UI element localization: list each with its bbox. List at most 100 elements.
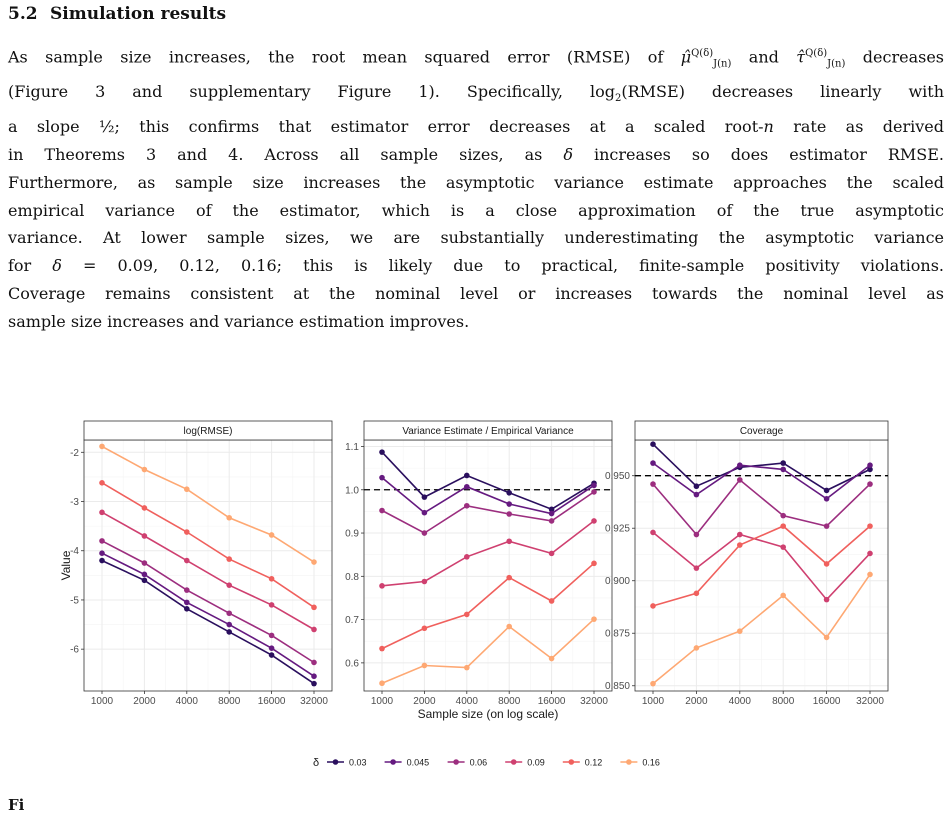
data-point xyxy=(379,449,385,455)
legend-label: 0.06 xyxy=(470,758,488,768)
data-point xyxy=(141,505,148,511)
data-point xyxy=(379,474,385,481)
series-line-0.03 xyxy=(381,451,595,511)
series-line-0.045 xyxy=(652,462,871,500)
para-line-10: sample size increases and variance estim… xyxy=(8,311,470,331)
data-point xyxy=(867,481,873,487)
text-span: (RMSE) decreases linearly with xyxy=(621,82,944,102)
legend-label: 0.12 xyxy=(585,758,603,768)
mu-hat-symbol: μ̂ xyxy=(680,47,692,67)
data-point xyxy=(867,550,873,557)
legend-label: 0.03 xyxy=(349,758,367,768)
data-point xyxy=(99,443,105,450)
x-tick-label: 1000 xyxy=(371,696,394,707)
x-tick-label: 8000 xyxy=(498,696,521,707)
data-point xyxy=(506,501,512,507)
series-line-0.06 xyxy=(381,491,595,534)
y-tick-label: 0.950 xyxy=(605,471,630,482)
data-point xyxy=(268,532,275,538)
y-tick-label: 0.925 xyxy=(605,524,630,535)
data-point xyxy=(268,602,275,608)
data-point xyxy=(591,518,597,524)
data-point xyxy=(379,507,385,514)
x-tick-label: 4000 xyxy=(176,696,199,707)
text-span: a slope xyxy=(8,117,99,137)
data-point xyxy=(506,511,512,517)
data-point xyxy=(184,486,190,493)
x-tick-label: 4000 xyxy=(456,696,479,707)
data-point xyxy=(823,496,830,502)
series-line-0.09 xyxy=(101,511,315,631)
data-point xyxy=(867,462,873,469)
data-point xyxy=(693,531,700,538)
figure-3: -2 -3 -4 -5 -6 1000 2000 4000 8000 16000 32000 log(… xyxy=(59,420,889,769)
data-point xyxy=(823,596,830,603)
series-line-0.16 xyxy=(381,618,595,684)
data-point xyxy=(780,523,786,529)
data-point xyxy=(226,621,232,628)
subscript-2: 2 xyxy=(615,93,622,105)
legend-key-point xyxy=(332,759,339,765)
tau-hat-symbol: τ̂ xyxy=(796,47,806,67)
para-line-6: empirical variance of the estimator, whi… xyxy=(8,200,944,220)
y-tick-label: 0.6 xyxy=(345,658,359,669)
data-point xyxy=(311,673,317,680)
data-point xyxy=(226,629,232,635)
data-point xyxy=(693,645,700,651)
data-point xyxy=(464,664,470,671)
data-point xyxy=(737,477,743,483)
data-point xyxy=(421,578,428,585)
data-point xyxy=(591,482,597,489)
data-point xyxy=(311,559,317,565)
y-tick-label: 0.8 xyxy=(345,572,359,583)
legend-label: 0.16 xyxy=(642,758,660,768)
para-line-4: in Theorems 3 and 4. Across all sample s… xyxy=(8,141,944,169)
series-line-0.12 xyxy=(381,562,595,650)
x-axis-label: Sample size (on log scale) xyxy=(418,707,559,721)
legend-key-point xyxy=(510,759,517,765)
data-point xyxy=(99,550,105,556)
data-point xyxy=(379,645,385,652)
data-point xyxy=(226,556,232,562)
data-point xyxy=(650,481,656,487)
x-tick-label: 32000 xyxy=(580,696,608,707)
para-line-5: Furthermore, as sample size increases th… xyxy=(8,172,944,192)
data-point xyxy=(867,571,873,578)
legend-label: 0.045 xyxy=(407,758,430,768)
subscript-j: J(n) xyxy=(713,58,732,70)
series-line-0.12 xyxy=(101,482,315,608)
data-point xyxy=(141,560,148,566)
text-span: ; this confirms that estimator error dec… xyxy=(114,117,764,137)
legend-key-point xyxy=(453,759,459,765)
data-point xyxy=(650,441,656,448)
legend-key-point xyxy=(568,759,575,765)
data-point xyxy=(464,554,470,560)
legend-key-point xyxy=(626,759,632,765)
text-span: (Figure 3 and supplementary Figure 1). S… xyxy=(8,82,615,102)
facet-title: Coverage xyxy=(740,426,784,437)
data-point xyxy=(268,575,275,582)
y-axis-label: Value xyxy=(59,550,73,580)
series-line-0.06 xyxy=(652,478,871,536)
data-point xyxy=(226,610,232,617)
series-line-0.03 xyxy=(101,559,315,685)
y-tick-label: -2 xyxy=(70,448,79,459)
data-point xyxy=(379,680,385,687)
series-line-0.045 xyxy=(381,476,595,515)
data-point xyxy=(421,662,428,669)
legend-key-point xyxy=(390,759,396,765)
data-point xyxy=(650,680,656,687)
data-point xyxy=(421,494,428,500)
data-point xyxy=(823,634,830,641)
data-point xyxy=(268,645,275,651)
text-span: decreases xyxy=(845,47,944,67)
x-tick-label: 16000 xyxy=(538,696,566,707)
data-point xyxy=(737,628,743,634)
y-tick-label: 0.875 xyxy=(605,629,630,640)
text-span: and xyxy=(731,47,797,67)
subscript-j: J(n) xyxy=(827,58,846,70)
para-line-7: variance. At lower sample sizes, we are … xyxy=(8,228,944,248)
data-point xyxy=(464,611,470,618)
data-point xyxy=(591,489,597,495)
data-point xyxy=(99,509,105,516)
